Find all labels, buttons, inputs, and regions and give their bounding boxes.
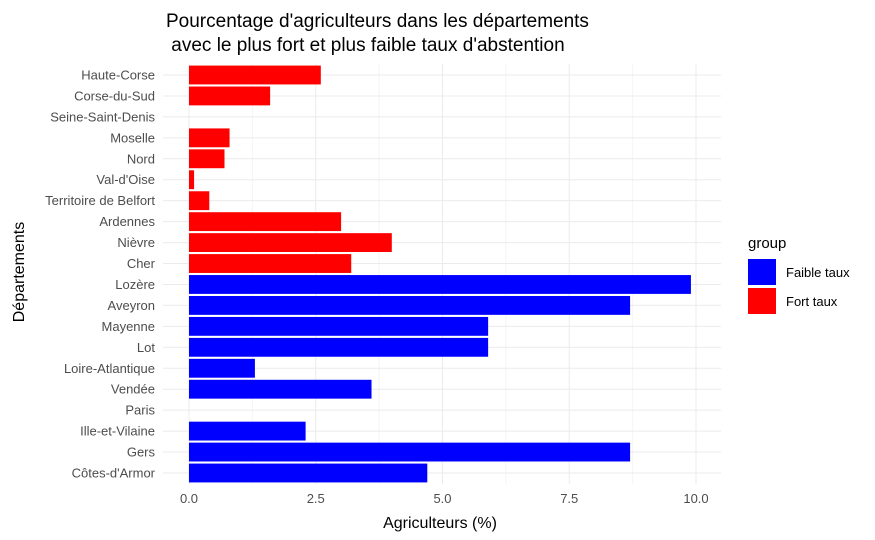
category-label: Vendée	[111, 382, 155, 397]
category-label: Loire-Atlantique	[64, 361, 155, 376]
bar	[189, 86, 271, 106]
bar	[189, 149, 225, 169]
x-tick-label: 0.0	[180, 491, 198, 506]
category-label: Lot	[137, 340, 155, 355]
category-label: Aveyron	[108, 298, 155, 313]
category-label: Territoire de Belfort	[45, 193, 155, 208]
category-label: Corse-du-Sud	[74, 88, 155, 103]
category-label: Cher	[127, 256, 156, 271]
bar	[189, 254, 352, 273]
category-label: Côtes-d'Armor	[72, 466, 156, 481]
x-axis-title: Agriculteurs (%)	[383, 515, 497, 532]
bar	[189, 170, 195, 190]
category-label: Gers	[127, 445, 156, 460]
category-label: Ardennes	[99, 214, 155, 229]
chart-title-line-2: avec le plus fort et plus faible taux d'…	[166, 35, 565, 56]
bars	[189, 65, 691, 483]
bar	[189, 421, 306, 441]
legend-label-faible-taux: Faible taux	[786, 265, 850, 280]
legend-swatch-faible-taux	[748, 259, 776, 285]
category-label: Nièvre	[117, 235, 155, 250]
category-label: Val-d'Oise	[96, 172, 155, 187]
bar	[189, 233, 392, 253]
grid	[163, 64, 721, 484]
legend-swatch-fort-taux	[748, 288, 776, 314]
category-label: Ille-et-Vilaine	[80, 424, 155, 439]
bar	[189, 212, 342, 232]
bar	[189, 379, 372, 399]
legend: group Faible taux Fort taux	[748, 235, 850, 314]
bar	[189, 191, 210, 211]
bar	[189, 463, 428, 483]
chart-title-line-1: Pourcentage d'agriculteurs dans les dépa…	[166, 11, 589, 32]
category-label: Seine-Saint-Denis	[50, 109, 155, 124]
x-tick-labels: 0.0 2.5 5.0 7.5 10.0	[180, 491, 709, 506]
category-label: Paris	[125, 403, 155, 418]
bar	[189, 128, 230, 148]
y-axis-title: Départements	[11, 222, 28, 323]
category-labels: Haute-Corse Corse-du-Sud Seine-Saint-Denis…	[45, 68, 155, 481]
category-label: Haute-Corse	[81, 68, 155, 83]
bar	[189, 295, 631, 315]
x-tick-label: 5.0	[433, 491, 451, 506]
x-tick-label: 2.5	[307, 491, 325, 506]
category-label: Mayenne	[102, 319, 155, 334]
category-label: Lozère	[115, 277, 155, 292]
bar	[189, 275, 691, 294]
bar	[189, 358, 255, 378]
x-tick-label: 7.5	[560, 491, 578, 506]
category-label: Nord	[127, 151, 155, 166]
legend-title: group	[748, 235, 786, 252]
legend-label-fort-taux: Fort taux	[786, 294, 838, 309]
bar	[189, 442, 631, 462]
bar	[189, 316, 489, 336]
x-tick-label: 10.0	[683, 491, 708, 506]
bar	[189, 337, 489, 357]
category-label: Moselle	[110, 130, 155, 145]
bar	[189, 65, 321, 85]
